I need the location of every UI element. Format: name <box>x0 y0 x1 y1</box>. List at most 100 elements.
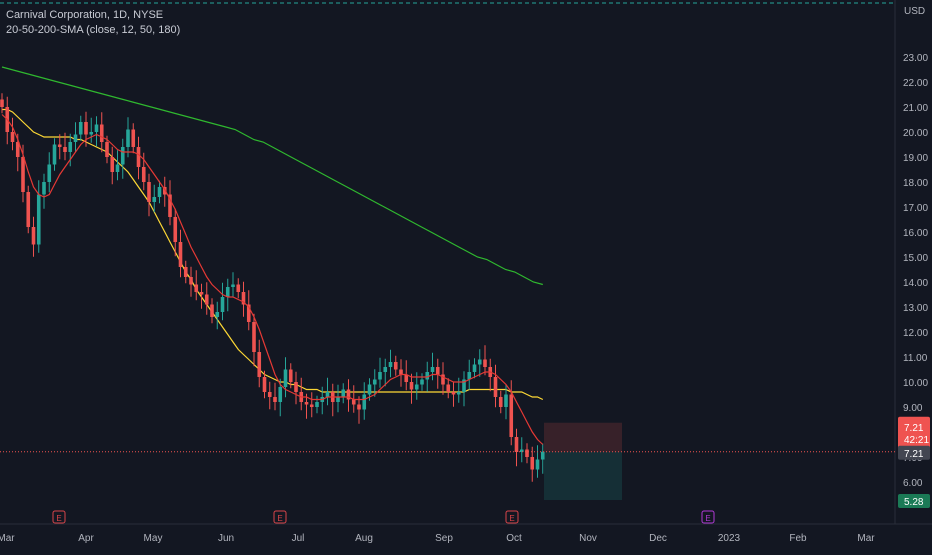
candle[interactable] <box>105 142 109 157</box>
candlestick-series[interactable] <box>0 93 545 482</box>
time-tick-label[interactable]: Mar <box>857 533 875 544</box>
candle[interactable] <box>131 129 136 148</box>
sma-180-path[interactable] <box>1 66 543 286</box>
candle[interactable] <box>409 382 414 390</box>
candle[interactable] <box>388 362 393 367</box>
candle[interactable] <box>173 217 178 242</box>
price-tick-label[interactable]: 10.00 <box>903 378 928 389</box>
candle[interactable] <box>362 394 367 410</box>
earnings-marker[interactable] <box>701 510 715 524</box>
candle[interactable] <box>78 122 83 135</box>
candle[interactable] <box>210 304 214 318</box>
candle[interactable] <box>267 392 272 397</box>
time-tick-label[interactable]: Dec <box>649 533 667 544</box>
candle[interactable] <box>509 394 514 438</box>
candle[interactable] <box>178 242 183 267</box>
candle[interactable] <box>220 297 225 312</box>
candle[interactable] <box>168 194 172 218</box>
price-tick-label[interactable]: 11.00 <box>903 353 928 364</box>
price-tick-label[interactable]: 13.00 <box>903 303 928 314</box>
candle[interactable] <box>99 124 104 143</box>
candle[interactable] <box>215 312 220 317</box>
time-tick-label[interactable]: Jul <box>292 533 305 544</box>
candle[interactable] <box>189 277 193 285</box>
candle[interactable] <box>84 122 88 135</box>
candle[interactable] <box>10 132 15 142</box>
time-tick-label[interactable]: 2023 <box>718 533 741 544</box>
candle[interactable] <box>120 147 125 165</box>
indicator-title[interactable]: 20-50-200-SMA (close, 12, 50, 180) <box>6 24 181 36</box>
candle[interactable] <box>31 227 36 245</box>
candle[interactable] <box>309 404 314 408</box>
position-zones[interactable] <box>544 422 622 500</box>
reward-zone[interactable] <box>544 451 622 500</box>
price-tick-label[interactable]: 15.00 <box>903 253 928 264</box>
candle[interactable] <box>152 197 157 202</box>
candle[interactable] <box>115 164 120 173</box>
candle[interactable] <box>183 267 188 277</box>
candle[interactable] <box>399 369 403 375</box>
candle[interactable] <box>110 157 115 172</box>
price-axis[interactable]: USD 23.00 22.00 21.00 20.00 19.00 18.00 17.00 16… <box>903 6 928 489</box>
candle[interactable] <box>367 384 372 395</box>
currency-label[interactable]: USD <box>904 6 925 17</box>
candle[interactable] <box>257 352 262 377</box>
candle[interactable] <box>236 284 241 293</box>
candle[interactable] <box>525 449 529 458</box>
candle[interactable] <box>141 167 146 182</box>
candle[interactable] <box>430 367 435 372</box>
candle[interactable] <box>294 382 298 392</box>
candle[interactable] <box>304 402 309 405</box>
candle[interactable] <box>47 164 52 183</box>
candle[interactable] <box>404 374 409 383</box>
time-axis[interactable]: Mar Apr May Jun Jul Aug Sep Oct Nov Dec 2023 Feb Mar <box>0 533 875 544</box>
candle[interactable] <box>199 292 204 295</box>
candle[interactable] <box>393 362 398 370</box>
time-tick-label[interactable]: Feb <box>789 533 807 544</box>
candle[interactable] <box>462 379 466 393</box>
sma-12-path[interactable] <box>1 114 544 445</box>
price-tick-label[interactable]: 12.00 <box>903 328 928 339</box>
candle[interactable] <box>42 182 46 195</box>
candle[interactable] <box>514 437 519 452</box>
candle[interactable] <box>157 187 162 197</box>
candle[interactable] <box>147 182 151 202</box>
candle[interactable] <box>383 367 388 372</box>
candle[interactable] <box>278 387 283 402</box>
candle[interactable] <box>535 459 540 470</box>
candle[interactable] <box>315 402 319 407</box>
time-tick-label[interactable]: Aug <box>355 533 373 544</box>
candle[interactable] <box>225 287 230 297</box>
time-tick-label[interactable]: Oct <box>506 533 522 544</box>
candle[interactable] <box>52 144 57 165</box>
earnings-marker[interactable] <box>505 510 519 524</box>
candle[interactable] <box>204 294 209 305</box>
candle[interactable] <box>467 372 472 380</box>
candle[interactable] <box>94 124 99 133</box>
candle[interactable] <box>378 372 382 380</box>
price-tick-label[interactable]: 21.00 <box>903 103 928 114</box>
candle[interactable] <box>420 379 424 385</box>
sma-180-line[interactable] <box>1 66 543 286</box>
candle[interactable] <box>372 379 377 385</box>
candle[interactable] <box>441 374 445 385</box>
price-tick-label[interactable]: 9.00 <box>903 403 923 414</box>
time-tick-label[interactable]: May <box>144 533 163 544</box>
risk-zone[interactable] <box>544 422 622 452</box>
candle[interactable] <box>451 392 456 395</box>
candle[interactable] <box>136 147 141 167</box>
candle[interactable] <box>483 359 487 368</box>
price-tick-label[interactable]: 6.00 <box>903 478 923 489</box>
time-tick-label[interactable]: Apr <box>78 533 94 544</box>
candle[interactable] <box>273 397 277 402</box>
candle[interactable] <box>73 134 78 143</box>
candle[interactable] <box>231 284 235 288</box>
candle[interactable] <box>126 129 130 148</box>
candle[interactable] <box>414 384 419 390</box>
candle[interactable] <box>519 449 524 453</box>
price-tick-label[interactable]: 20.00 <box>903 128 928 139</box>
candle[interactable] <box>26 192 31 227</box>
